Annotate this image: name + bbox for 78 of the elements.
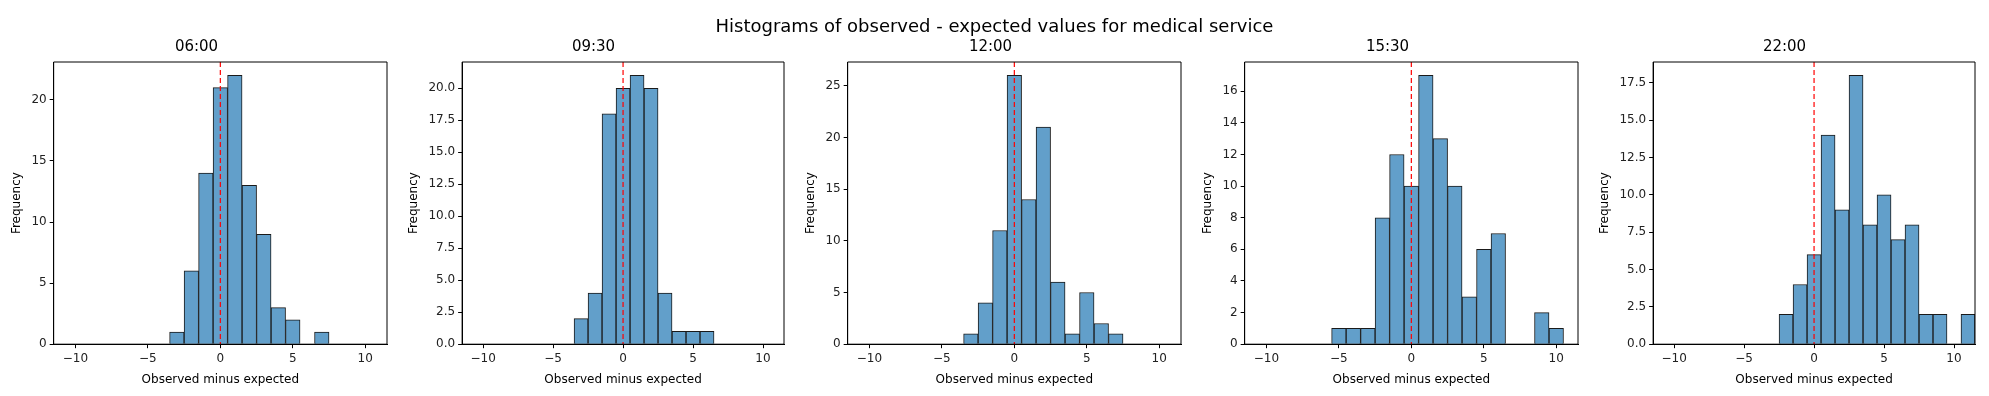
x-tick-label: 5 <box>1880 350 1888 365</box>
y-tick-label: 2 <box>1230 304 1238 319</box>
x-tick-label: 0 <box>216 350 225 365</box>
y-tick-label: 20 <box>31 92 47 106</box>
y-tick-label: 4 <box>1230 273 1238 288</box>
y-tick-label: 14 <box>1222 114 1238 129</box>
y-tick-label: 10 <box>825 232 841 247</box>
x-tick-label: 10 <box>357 350 373 365</box>
x-tick-label: −5 <box>1330 350 1348 365</box>
chart-title: 09:30 <box>571 36 616 55</box>
x-tick-label: 10 <box>1946 350 1962 365</box>
x-tick-label: 5 <box>689 350 697 365</box>
y-tick-label: 15 <box>825 181 841 196</box>
x-axis-title: Observed minus expected <box>544 371 702 386</box>
x-tick-label: −5 <box>544 350 562 365</box>
y-axis-title: Frequency <box>9 172 24 235</box>
x-axis-title: Observed minus expected <box>1735 371 1893 386</box>
x-tick-label: 0 <box>1810 350 1818 365</box>
x-tick-label: 5 <box>1082 350 1091 365</box>
y-tick-label: 10.0 <box>1619 187 1647 202</box>
text: Histograms of observed - expected values for medical service <box>715 15 1274 36</box>
x-tick-label: 0 <box>1407 350 1416 365</box>
x-tick-label: −5 <box>139 350 157 365</box>
y-tick-label: 10 <box>1222 178 1238 193</box>
y-tick-label: 12.5 <box>428 176 456 191</box>
y-tick-label: 15.0 <box>1619 112 1647 127</box>
x-axis-title: Observed minus expected <box>935 371 1094 386</box>
x-tick-label: −5 <box>933 350 951 365</box>
y-tick-label: 5.0 <box>436 272 456 287</box>
y-tick-label: 7.5 <box>1627 224 1647 239</box>
x-tick-label: −10 <box>1253 350 1280 365</box>
x-tick-label: −10 <box>856 350 883 365</box>
y-tick-label: 5 <box>39 275 47 290</box>
x-tick-label: 5 <box>1479 350 1488 365</box>
y-tick-label: 8 <box>1230 209 1238 224</box>
y-tick-label: 17.5 <box>428 112 456 127</box>
x-axis-title: Observed minus expected <box>1332 371 1491 386</box>
y-tick-label: 20 <box>825 129 841 144</box>
chart-title: 12:00 <box>968 36 1013 55</box>
y-tick-label: 17.5 <box>1619 75 1647 90</box>
x-axis-title: Observed minus expected <box>141 371 300 386</box>
y-axis-title: Frequency <box>1597 172 1612 235</box>
x-tick-label: −10 <box>1661 350 1687 365</box>
chart-title: 06:00 <box>174 36 219 55</box>
y-tick-label: 5.0 <box>1627 261 1647 276</box>
x-tick-label: 0 <box>1010 350 1019 365</box>
y-tick-label: 12 <box>1222 146 1238 161</box>
y-tick-label: 15.0 <box>428 144 456 159</box>
y-axis-title: Frequency <box>1200 172 1215 235</box>
y-axis-title: Frequency <box>803 172 818 235</box>
y-tick-label: 7.5 <box>436 240 456 255</box>
y-tick-label: 0.0 <box>436 336 456 351</box>
x-tick-label: 10 <box>755 350 771 365</box>
x-tick-label: −5 <box>1735 350 1753 365</box>
y-tick-label: 10.0 <box>428 208 456 223</box>
x-tick-label: 10 <box>1151 350 1167 365</box>
chart-title: 22:00 <box>1762 36 1807 55</box>
y-tick-label: 16 <box>1222 83 1238 98</box>
y-tick-label: 0 <box>39 336 47 351</box>
y-tick-label: 5 <box>833 284 841 299</box>
y-tick-label: 0 <box>1230 336 1238 351</box>
y-axis-title: Frequency <box>406 172 421 235</box>
x-tick-label: 0 <box>619 350 627 365</box>
y-tick-label: 2.5 <box>436 304 456 319</box>
y-tick-label: 6 <box>1230 241 1238 256</box>
y-tick-label: 0 <box>833 336 841 351</box>
x-tick-label: 10 <box>1548 350 1564 365</box>
y-tick-label: 20.0 <box>428 80 456 95</box>
y-tick-label: 10 <box>31 214 47 229</box>
chart-title: 15:30 <box>1365 36 1410 55</box>
x-tick-label: −10 <box>470 350 496 365</box>
y-tick-label: 0.0 <box>1627 336 1647 351</box>
y-tick-label: 12.5 <box>1619 149 1647 164</box>
y-tick-label: 25 <box>825 77 841 92</box>
x-tick-label: −10 <box>62 350 89 365</box>
y-tick-label: 2.5 <box>1627 299 1647 313</box>
y-tick-label: 15 <box>31 153 47 168</box>
x-tick-label: 5 <box>288 350 297 365</box>
